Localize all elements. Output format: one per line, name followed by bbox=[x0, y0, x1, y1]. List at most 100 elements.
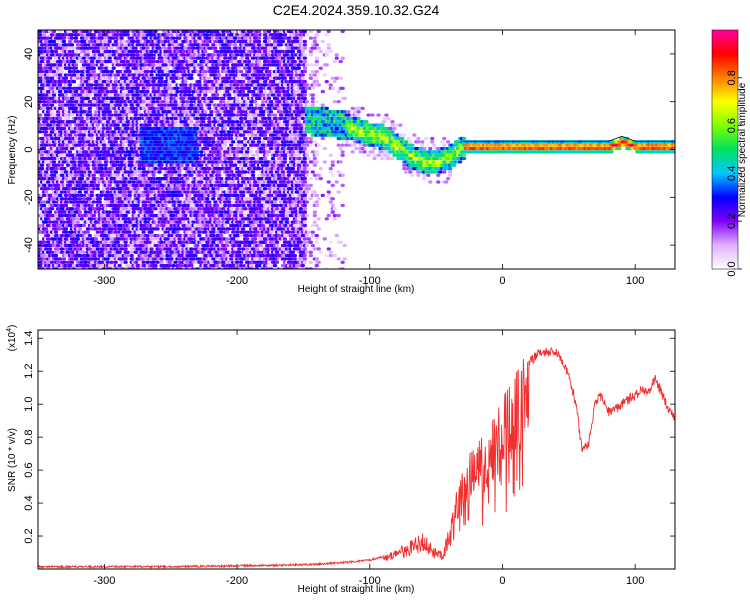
spectrogram-cell bbox=[79, 193, 85, 197]
spectrogram-cell bbox=[57, 100, 63, 104]
spectrogram-cell bbox=[199, 133, 204, 137]
spectrogram-cell bbox=[189, 217, 194, 221]
spectrogram-cell bbox=[191, 187, 196, 191]
spectrogram-cell bbox=[135, 240, 140, 244]
spectrogram-cell bbox=[71, 56, 77, 60]
spectrogram-cell bbox=[183, 43, 188, 47]
spectrogram-cell bbox=[157, 63, 162, 67]
spectrogram-cell bbox=[105, 130, 110, 134]
spectrogram-cell bbox=[81, 197, 86, 201]
spectrogram-cell bbox=[127, 197, 132, 201]
spectrogram-cell bbox=[89, 80, 94, 84]
spectrogram-cell bbox=[193, 254, 198, 258]
spectrogram-cell bbox=[155, 200, 160, 204]
spectrogram-cell bbox=[105, 260, 110, 264]
spectrogram-cell bbox=[83, 160, 88, 164]
spectrogram-cell bbox=[195, 210, 200, 214]
spectrogram-cell bbox=[95, 46, 100, 50]
spectrogram-cell bbox=[71, 80, 77, 84]
spectrogram-cell bbox=[173, 106, 178, 110]
spectrogram-cell bbox=[149, 230, 154, 234]
spectrogram-cell bbox=[87, 160, 92, 164]
spectrogram-cell bbox=[41, 254, 47, 258]
spectrogram-cell bbox=[141, 66, 146, 70]
spectrogram-cell bbox=[199, 227, 204, 231]
spectrogram-cell bbox=[175, 177, 180, 181]
spectrogram-cell bbox=[67, 123, 73, 127]
spectrogram-cell bbox=[141, 86, 146, 90]
spectrogram-cell bbox=[135, 93, 140, 97]
spectrogram-cell bbox=[159, 103, 164, 107]
spectrogram-cell bbox=[169, 173, 174, 177]
spectrogram-cell bbox=[91, 66, 96, 70]
spectrogram-cell bbox=[197, 170, 202, 174]
spectrogram-cell bbox=[141, 237, 146, 241]
spectrogram-cell bbox=[203, 106, 208, 110]
spectrogram-cell bbox=[189, 207, 194, 211]
spectrogram-cell bbox=[59, 69, 65, 74]
spectrogram-cell bbox=[73, 156, 79, 161]
spectrogram-cell bbox=[191, 46, 196, 50]
spectrogram-cell bbox=[75, 39, 81, 44]
spectrogram-cell bbox=[177, 203, 182, 208]
spectrogram-cell bbox=[41, 106, 47, 110]
spectrogram-cell bbox=[99, 177, 104, 181]
spectrogram-cell bbox=[75, 237, 81, 241]
spectrogram-cell bbox=[71, 76, 77, 80]
spectrogram-cell bbox=[95, 150, 100, 154]
spectrogram-cell bbox=[61, 257, 67, 261]
spectrogram-cell bbox=[187, 180, 192, 184]
spectrogram-cell bbox=[173, 120, 178, 124]
spectrogram-cell bbox=[173, 43, 178, 47]
spectrogram-cell bbox=[43, 220, 49, 224]
spectrogram-cell bbox=[191, 220, 196, 224]
spectrogram-cell bbox=[185, 243, 190, 248]
spectrogram-cell bbox=[123, 153, 128, 157]
spectrogram-cell bbox=[107, 170, 112, 174]
spectrogram-cell bbox=[145, 46, 150, 50]
spectrogram-cell bbox=[51, 93, 57, 97]
spectrogram-cell bbox=[99, 264, 104, 268]
spectrogram-cell bbox=[39, 167, 45, 171]
spectrogram-cell bbox=[169, 183, 174, 187]
spectrogram-cell bbox=[51, 200, 57, 204]
spectrogram-cell bbox=[43, 227, 49, 231]
spectrogram-cell bbox=[197, 143, 202, 147]
spectrogram-cell bbox=[151, 183, 156, 187]
spectrogram-cell bbox=[175, 46, 180, 50]
spectrogram-cell bbox=[123, 143, 128, 147]
spectrogram-cell bbox=[49, 217, 55, 221]
spectrogram-cell bbox=[55, 260, 61, 264]
spectrogram-cell bbox=[143, 63, 148, 67]
spectrogram-cell bbox=[49, 49, 55, 54]
spectrogram-cell bbox=[169, 257, 174, 261]
spectrogram-cell bbox=[95, 123, 100, 127]
spectrogram-cell bbox=[85, 120, 90, 124]
spectrogram-cell bbox=[79, 59, 85, 64]
spectrogram-cell bbox=[181, 59, 186, 64]
spectrogram-cell bbox=[129, 90, 134, 94]
spectrogram-cell bbox=[197, 230, 202, 234]
spectrogram-cell bbox=[67, 136, 73, 141]
spectrogram-cell bbox=[85, 167, 90, 171]
spectrogram-cell bbox=[115, 160, 120, 164]
spectrogram-cell bbox=[57, 30, 63, 34]
spectrogram-cell bbox=[199, 46, 204, 50]
spectrogram-cell bbox=[155, 197, 160, 201]
spectrogram-cell bbox=[45, 237, 51, 241]
spectrogram-cell bbox=[69, 207, 75, 211]
spectrogram-cell bbox=[73, 197, 79, 201]
spectrogram-cell bbox=[87, 110, 92, 114]
spectrogram-cell bbox=[43, 66, 49, 70]
spectrogram-cell bbox=[173, 217, 178, 221]
spectrogram-cell bbox=[105, 237, 110, 241]
spectrogram-cell bbox=[181, 110, 186, 114]
spectrogram-cell bbox=[155, 237, 160, 241]
spectrogram-cell bbox=[69, 33, 75, 37]
spectrogram-cell bbox=[73, 36, 79, 40]
spectrogram-cell bbox=[47, 123, 53, 127]
spectrogram-cell bbox=[43, 39, 49, 44]
spectrogram-cell bbox=[63, 106, 69, 110]
spectrogram-cell bbox=[77, 227, 83, 231]
spectrogram-cell bbox=[163, 69, 168, 74]
